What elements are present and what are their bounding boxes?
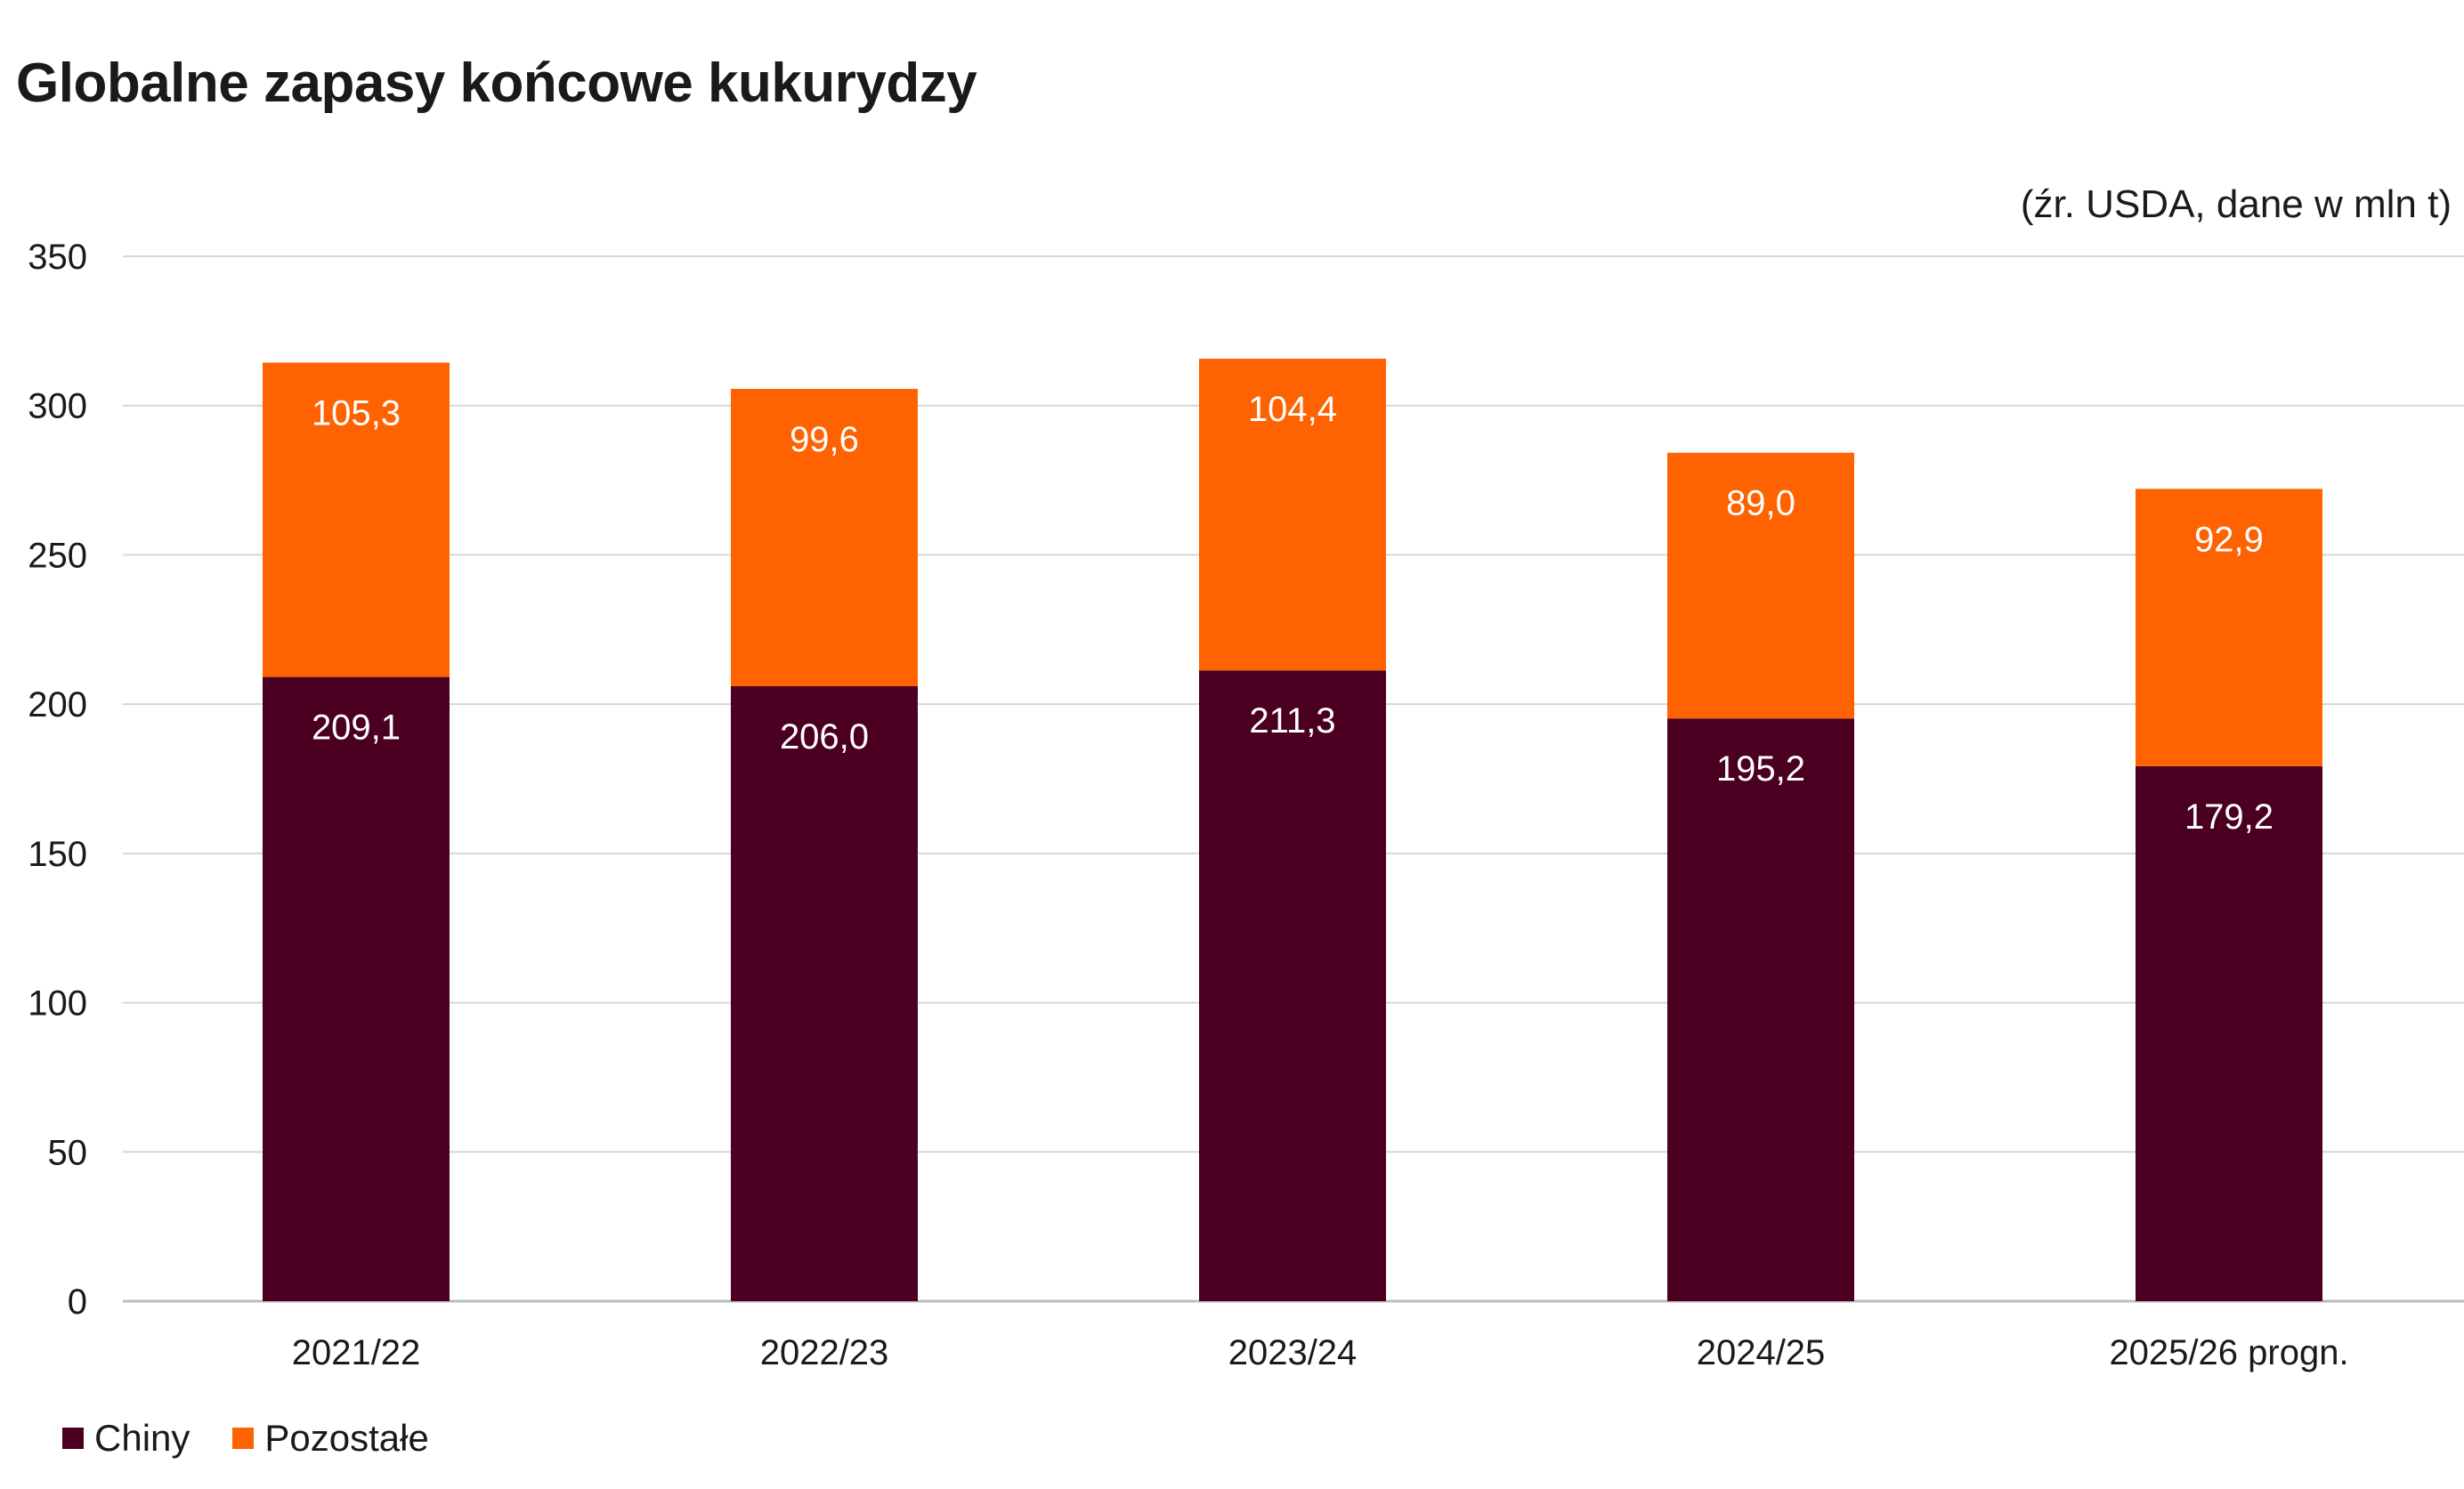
data-label: 99,6 [790,420,859,459]
bar-pozostale [731,388,918,687]
bar-chiny [263,676,450,1301]
chart-source-note: (źr. USDA, dane w mln t) [2020,182,2452,226]
bar-chiny [2136,765,2322,1301]
bar-chiny [731,686,918,1301]
y-tick-label: 250 [28,536,87,575]
bar-pozostale [2136,489,2322,766]
data-label: 105,3 [312,393,401,433]
bar-pozostale [1199,359,1386,671]
data-label: 92,9 [2194,520,2264,559]
legend-item-chiny: Chiny [62,1417,190,1460]
data-label: 179,2 [2184,797,2274,837]
legend-swatch-chiny [62,1428,84,1449]
x-tick-label: 2024/25 [1697,1333,1826,1372]
y-tick-label: 200 [28,685,87,724]
y-tick-label: 350 [28,238,87,277]
bar-chiny [1199,670,1386,1301]
data-label: 89,0 [1726,484,1795,523]
data-label: 104,4 [1248,390,1337,429]
data-label: 206,0 [780,717,869,757]
chart-title: Globalne zapasy końcowe kukurydzy [16,53,977,114]
legend-label-chiny: Chiny [94,1417,190,1459]
data-label: 195,2 [1716,749,1805,789]
legend-label-pozostale: Pozostałe [264,1417,429,1459]
labels-layer: 0 50 100 150 200 250 300 350 209,1 105,3 2021/22 20… [28,238,2348,1372]
legend-swatch-pozostale [232,1428,255,1449]
y-tick-label: 50 [48,1133,88,1172]
x-tick-label: 2022/23 [760,1333,889,1372]
y-tick-label: 300 [28,387,87,426]
bar-pozostale [1667,452,1854,719]
legend-item-pozostale: Pozostałe [232,1417,429,1460]
bar-pozostale [263,362,450,677]
x-tick-label: 2023/24 [1228,1333,1358,1372]
bars-layer [263,359,2322,1301]
y-tick-label: 100 [28,984,87,1024]
y-tick-label: 0 [68,1283,87,1322]
bar-chiny [1667,718,1854,1301]
data-label: 209,1 [312,708,401,748]
x-tick-label: 2021/22 [292,1333,421,1372]
x-tick-label: 2025/26 progn. [2109,1333,2348,1372]
data-label: 211,3 [1249,701,1335,740]
legend: Chiny Pozostałe [62,1417,429,1460]
y-tick-label: 150 [28,835,87,874]
